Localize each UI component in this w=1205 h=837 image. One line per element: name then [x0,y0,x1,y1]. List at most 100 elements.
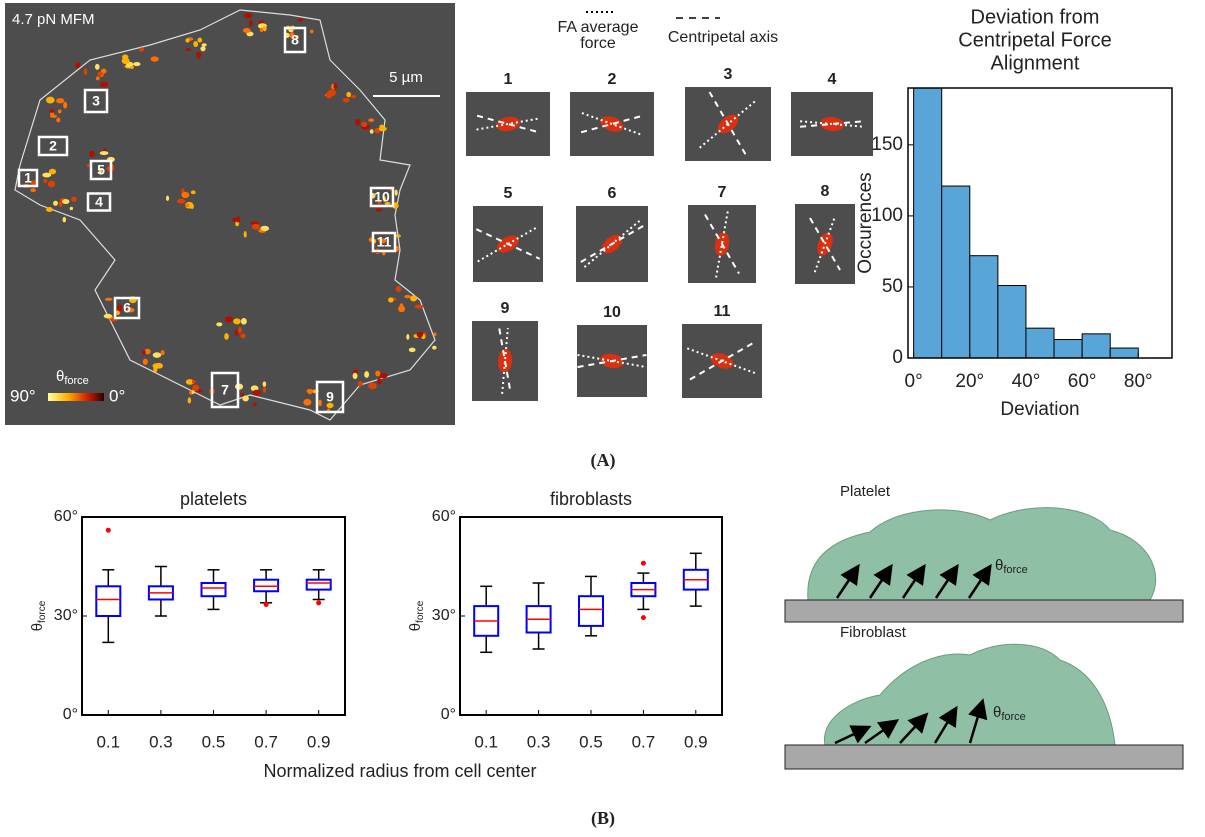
x-tick-label: 0.9 [684,732,708,751]
speckle [151,56,159,61]
speckle [244,13,253,18]
box [202,583,226,596]
speckle [190,204,193,209]
speckle [43,179,47,183]
region-label: 1 [24,170,32,186]
inset-title: 7 [718,184,727,201]
speckle [396,286,402,292]
inset-title: 10 [603,304,621,321]
region-label: 8 [291,32,299,48]
bar [1082,334,1110,358]
region-label: 6 [123,300,131,316]
box [254,580,278,592]
micrograph [5,3,455,425]
speckle [353,373,358,379]
speckle [75,62,80,68]
diagram-label: Fibroblast [840,624,907,641]
speckle [197,38,202,43]
speckle [177,199,185,204]
panel-label: (A) [591,450,616,471]
speckle [49,109,54,113]
speckle [142,350,146,354]
speckle [263,26,267,32]
speckle [30,188,36,192]
speckle [433,332,436,336]
legend-label: Centripetal axis [668,29,778,46]
speckle [375,371,380,377]
inset-title: 6 [608,185,617,202]
fibroblast-shape [824,644,1115,745]
speckle [388,297,394,302]
speckle [63,102,67,109]
speckle [95,64,100,70]
inset-title: 9 [501,300,510,317]
speckle [133,62,140,66]
speckle [122,58,130,64]
speckle [161,350,165,355]
speckle [252,224,260,230]
y-tick-label: 30° [54,607,78,624]
y-tick-label: 100 [871,205,903,226]
region-label: 5 [97,162,105,178]
x-tick-label: 40° [1012,371,1041,392]
y-axis-label: θforce [29,600,48,631]
x-tick-label: 80° [1124,371,1153,392]
speckle [326,91,333,98]
speckle [96,76,100,80]
speckle [46,97,55,104]
speckle [153,363,160,369]
speckle [216,322,222,326]
subscript: force [64,375,88,387]
region-label: 10 [374,189,390,205]
speckle [139,47,144,51]
bar [942,186,970,358]
legend-label: FA average [558,19,639,36]
y-tick-label: 60° [54,508,78,525]
speckle [130,66,134,69]
speckle [58,109,62,113]
region-label: 3 [92,93,100,109]
speckle [63,217,67,223]
speckle [191,190,196,194]
speckle [143,359,148,365]
speckle [361,122,367,127]
box [96,586,120,616]
image-label: 4.7 pN MFM [12,11,95,28]
speckle [225,316,233,323]
speckle [303,399,311,406]
speckle [185,38,189,42]
speckle [310,30,314,34]
speckle [244,231,247,238]
inset-title: 11 [714,303,731,320]
substrate [785,745,1183,769]
speckle [71,197,77,202]
speckle [241,393,244,396]
y-tick-label: 50 [882,276,903,297]
speckle [346,92,351,97]
speckle [193,41,198,47]
speckle [240,333,245,338]
outlier [641,615,646,620]
x-tick-label: 0.7 [632,732,656,751]
speckle [351,95,356,98]
speckle [97,72,103,76]
speckle [192,380,196,384]
symbol: θ [993,704,1001,721]
y-axis-label: θforce [407,600,426,631]
speckle [56,118,60,123]
speckle [242,395,248,401]
platelet-shape [808,508,1156,600]
inset-title: 2 [608,71,617,88]
x-tick-label: 60° [1068,371,1097,392]
chart-title: Centripetal Force [958,29,1111,51]
speckle [263,387,266,393]
speckle [343,98,350,102]
symbol: θ [407,623,424,631]
speckle [153,352,162,358]
speckle [70,207,73,210]
speckle [181,192,189,198]
colorbar-max: 90° [10,386,36,405]
x-tick-label: 0.3 [149,732,173,751]
insets: 1234567891011 [466,66,873,401]
x-tick-label: 0° [905,371,923,392]
